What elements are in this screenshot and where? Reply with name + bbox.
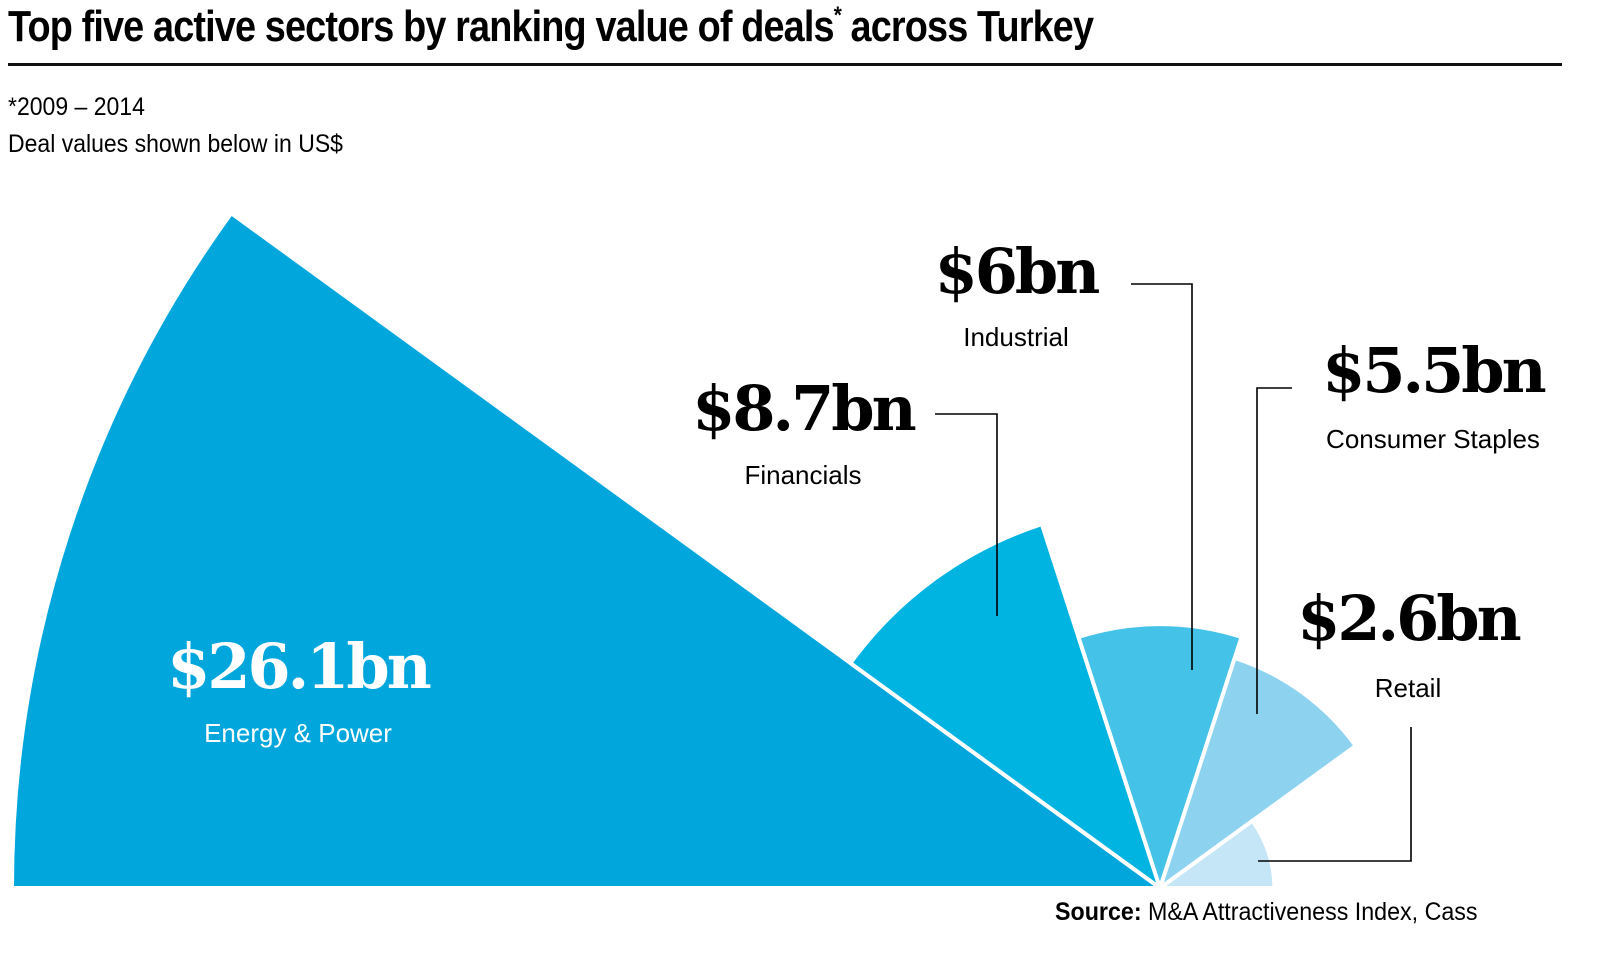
value-label-industrial: $6bn — [935, 235, 1100, 308]
wedges-group — [10, 211, 1358, 890]
wedge-retail — [1158, 818, 1277, 890]
category-label-consumer-staples: Consumer Staples — [1326, 424, 1540, 454]
wedge-industrial — [1076, 622, 1244, 890]
source-text: M&A Attractiveness Index, Cass — [1141, 898, 1478, 926]
source-note: Source: M&A Attractiveness Index, Cass — [1055, 898, 1478, 927]
source-label: Source: — [1055, 898, 1142, 926]
leader-line-retail — [1258, 727, 1412, 862]
leader-line-consumer-staples — [1256, 387, 1292, 714]
leader-lines-group — [935, 283, 1412, 862]
leader-line-financials — [935, 413, 998, 616]
value-label-retail: $2.6bn — [1297, 582, 1520, 655]
wedge-consumer-staples — [1158, 655, 1358, 890]
value-label-consumer-staples: $5.5bn — [1322, 334, 1545, 407]
category-label-retail: Retail — [1375, 673, 1441, 703]
leader-line-industrial — [1131, 283, 1193, 670]
wedge-financials — [848, 522, 1162, 890]
category-label-industrial: Industrial — [963, 322, 1069, 352]
category-label-energy-power: Energy & Power — [204, 718, 392, 748]
category-label-financials: Financials — [744, 460, 861, 490]
wedge-energy-power — [10, 211, 1162, 890]
units-note: Deal values shown below in US$ — [8, 130, 343, 158]
title-rule — [8, 63, 1562, 66]
chart-title-text: Top five active sectors by ranking value… — [8, 2, 835, 51]
title-footnote-marker: * — [833, 2, 842, 29]
chart-title-suffix: across Turkey — [840, 2, 1095, 51]
period-note: *2009 – 2014 — [8, 93, 145, 121]
value-label-financials: $8.7bn — [692, 372, 915, 445]
chart-title: Top five active sectors by ranking value… — [8, 2, 1095, 52]
value-label-energy-power: $26.1bn — [167, 630, 430, 703]
labels-group: $26.1bn Energy & Power $8.7bn Financials… — [167, 235, 1548, 748]
